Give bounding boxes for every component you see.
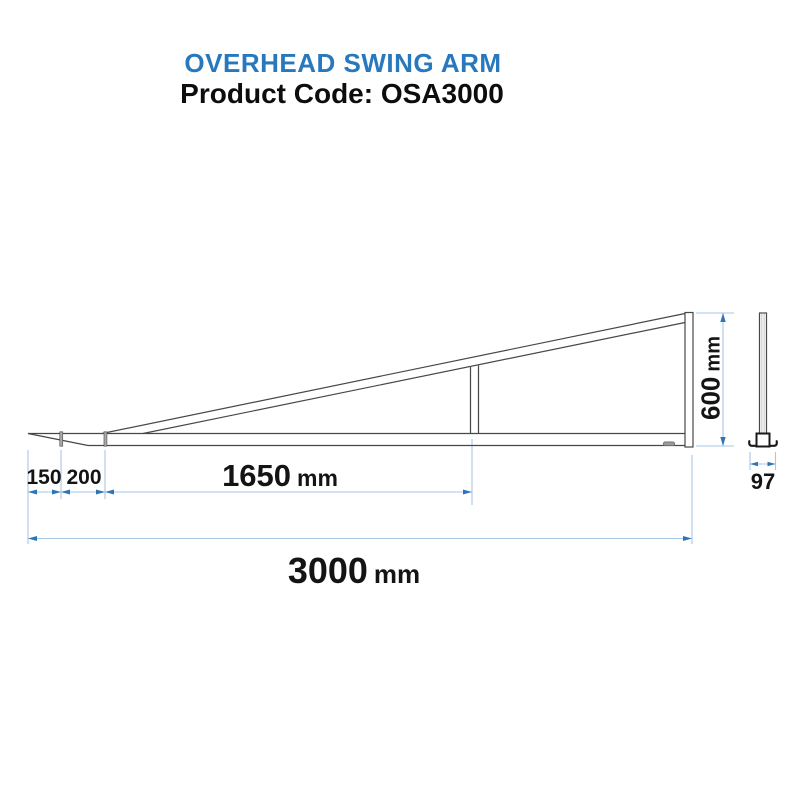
dim-1650-value: 1650: [222, 458, 292, 493]
pivot-pin-1: [59, 431, 64, 447]
profile-socket: [755, 432, 771, 448]
product-code: Product Code: OSA3000: [180, 78, 504, 109]
profile-hook-right: [768, 440, 778, 447]
profile-post: [758, 312, 768, 435]
dim-150-value: 150: [26, 466, 62, 489]
dim-3000-unit: mm: [373, 559, 421, 589]
dimension-label-97: 97: [751, 470, 775, 493]
dimension-label-150: 150: [26, 466, 62, 489]
dim-97-value: 97: [750, 469, 776, 494]
post-profile-view: [748, 312, 778, 448]
dim-1650-unit: mm: [297, 465, 338, 491]
diagonal-member-bottom-edge: [142, 321, 686, 435]
dim-600-unit: mm: [702, 336, 725, 372]
dimension-label-3000: 3000 mm: [288, 552, 420, 590]
profile-hook-left: [748, 440, 758, 447]
dim-600-value: 600: [695, 376, 726, 420]
end-post: [684, 311, 694, 448]
dim-200-value: 200: [66, 466, 102, 489]
dim-3000-value: 3000: [287, 550, 368, 591]
dimension-lines: [27, 312, 777, 544]
pivot-pin-2: [103, 431, 108, 447]
dimension-label-1650: 1650 mm: [222, 458, 338, 493]
dimension-label-200: 200: [66, 466, 102, 489]
swing-arm-side-view: [27, 311, 694, 448]
beam-tip-taper: [27, 432, 89, 447]
page-title: OVERHEAD SWING ARM: [184, 48, 502, 78]
dimension-arrows: [28, 313, 776, 541]
diagonal-member-top-edge: [101, 312, 686, 435]
end-clip-tab: [663, 441, 675, 446]
dimension-label-600: 600 mm: [695, 336, 726, 420]
